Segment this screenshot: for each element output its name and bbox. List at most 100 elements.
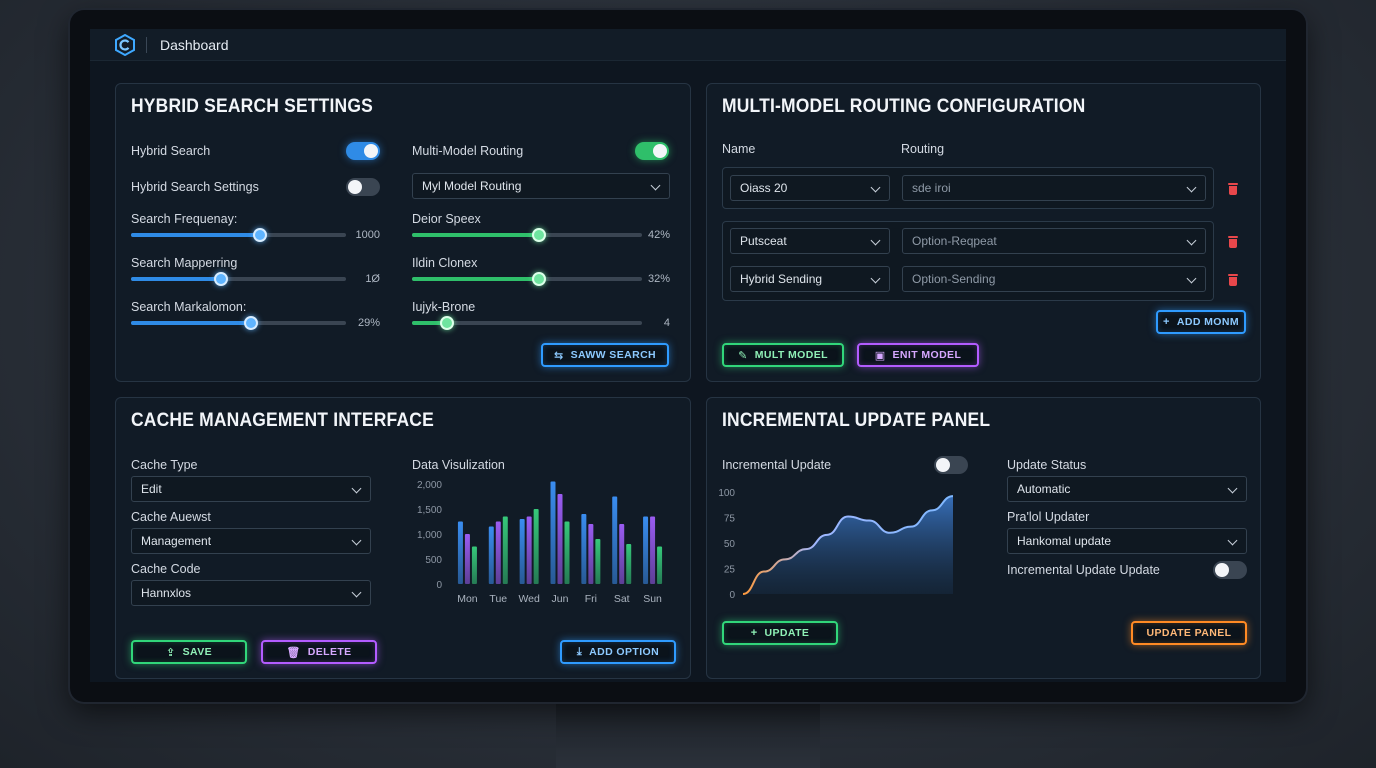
bar [595, 539, 601, 584]
cache-type-select[interactable]: Edit [131, 476, 371, 502]
add-option-button[interactable]: ⤓ ADD OPTION [560, 640, 676, 664]
updater-select[interactable]: Hankomal update [1007, 528, 1247, 554]
slider-thumb[interactable] [244, 316, 259, 330]
multi-model-button[interactable]: ✎ MULT MODEL [722, 343, 844, 367]
slider-thumb[interactable] [439, 316, 454, 330]
x-tick-label: Sat [614, 593, 630, 605]
routing-panel: MULTI-MODEL ROUTING CONFIGURATION Name R… [706, 83, 1261, 382]
update-button[interactable]: + UPDATE [722, 621, 838, 645]
chevron-down-icon [1186, 273, 1197, 284]
route-routing-select[interactable]: Option-Sending [902, 266, 1206, 292]
save-button-label: SAVE [182, 646, 213, 658]
x-tick-label: Tue [489, 593, 507, 605]
add-model-button[interactable]: + ADD MONM [1156, 310, 1246, 334]
save-button[interactable]: ⇪ SAVE [131, 640, 247, 664]
slider-value: 29% [357, 317, 380, 329]
x-tick-label: Fri [585, 593, 597, 605]
chevron-down-icon [1227, 535, 1238, 546]
data-visualization-label: Data Visulization [412, 458, 505, 472]
hybrid-search-title: HYBRID SEARCH SETTINGS [131, 96, 374, 117]
slider-label: Ildin Clonex [412, 256, 478, 270]
chevron-down-icon [1186, 235, 1197, 246]
upload-icon: ⇪ [165, 646, 176, 659]
chevron-down-icon [870, 182, 881, 193]
route-routing-value: Option-Reqpeat [912, 234, 997, 248]
multi-routing-toggle[interactable] [635, 142, 669, 160]
model-routing-select[interactable]: Myl Model Routing [412, 173, 670, 199]
chevron-down-icon [1186, 182, 1197, 193]
update-status-value: Automatic [1017, 482, 1071, 496]
cache-auewst-value: Management [141, 534, 212, 548]
slider-thumb[interactable] [531, 228, 546, 242]
cache-title: CACHE MANAGEMENT INTERFACE [131, 410, 434, 431]
update-panel-button[interactable]: UPDATE PANEL [1131, 621, 1247, 645]
screen: Dashboard HYBRID SEARCH SETTINGS Hybrid … [90, 29, 1286, 682]
bar [550, 481, 556, 584]
iujyk-brone-slider[interactable] [412, 316, 642, 330]
route-routing-value: Option-Sending [912, 272, 996, 286]
slider-thumb[interactable] [531, 272, 546, 286]
update-status-select[interactable]: Automatic [1007, 476, 1247, 502]
hybrid-settings-label: Hybrid Search Settings [131, 180, 259, 194]
delete-button-label: DELETE [307, 646, 352, 658]
cache-type-value: Edit [141, 482, 162, 496]
cache-code-select[interactable]: Hannxlos [131, 580, 371, 606]
add-model-label: ADD MONM [1176, 316, 1239, 328]
updater-value: Hankomal update [1017, 534, 1112, 548]
cache-code-label: Cache Code [131, 562, 201, 576]
search-markalomon-slider[interactable] [131, 316, 346, 330]
incremental-update-toggle[interactable] [934, 456, 968, 474]
y-tick-label: 50 [724, 539, 736, 550]
edit-icon: ✎ [738, 349, 748, 362]
route-name-select[interactable]: Putsceat [730, 228, 890, 254]
route-name-select[interactable]: Oiass 20 [730, 175, 890, 201]
chevron-down-icon [351, 535, 362, 546]
ildin-clonex-slider[interactable] [412, 272, 642, 286]
routing-title: MULTI-MODEL ROUTING CONFIGURATION [722, 96, 1086, 117]
slider-value: 42% [647, 229, 670, 241]
search-mapping-slider[interactable] [131, 272, 346, 286]
y-tick-label: 1,500 [417, 505, 442, 516]
y-tick-label: 25 [724, 565, 736, 576]
deior-speex-slider[interactable] [412, 228, 642, 242]
enit-model-button[interactable]: ▣ ENIT MODEL [857, 343, 979, 367]
route-name-select[interactable]: Hybrid Sending [730, 266, 890, 292]
update-status-label: Update Status [1007, 458, 1087, 472]
route-name-value: Oiass 20 [740, 181, 788, 195]
cache-auewst-select[interactable]: Management [131, 528, 371, 554]
sliders-icon: ⇆ [553, 349, 564, 362]
update-panel-label: UPDATE PANEL [1146, 627, 1232, 639]
slider-value: 32% [647, 273, 670, 285]
x-tick-label: Mon [457, 593, 478, 605]
hybrid-settings-toggle[interactable] [346, 178, 380, 196]
hybrid-search-label: Hybrid Search [131, 144, 211, 158]
search-button[interactable]: ⇆ SAWW SEARCH [541, 343, 669, 367]
slider-label: Search Mapperring [131, 256, 238, 270]
slider-label: Iujyk-Brone [412, 300, 476, 314]
trash-icon[interactable] [1228, 274, 1238, 286]
trash-icon[interactable] [1228, 236, 1238, 248]
route-routing-select[interactable]: Option-Reqpeat [902, 228, 1206, 254]
search-button-label: SAWW SEARCH [570, 349, 657, 361]
hexagon-logo-icon[interactable] [114, 34, 136, 56]
slider-value: 1Ø [365, 273, 380, 285]
chevron-down-icon [351, 587, 362, 598]
bar [533, 509, 539, 584]
data-visualization-bar-chart: 2,000 1,500 1,000 500 0 Mon Tue Wed Jun Fri Sat Sun [417, 480, 663, 605]
incremental-area-chart: 100 75 50 25 0 [718, 488, 954, 601]
slider-thumb[interactable] [214, 272, 229, 286]
hybrid-search-toggle[interactable] [346, 142, 380, 160]
incremental-update-update-toggle[interactable] [1213, 561, 1247, 579]
slider-thumb[interactable] [253, 228, 267, 242]
route-routing-value: sde iroi [912, 181, 951, 195]
trash-icon[interactable] [1228, 183, 1238, 195]
slider-label: Deior Speex [412, 212, 481, 226]
x-tick-label: Wed [518, 593, 540, 605]
trash-icon: 🗑 [286, 646, 301, 659]
route-routing-select[interactable]: sde iroi [902, 175, 1206, 201]
x-tick-label: Jun [552, 593, 569, 605]
toggle-knob [653, 144, 667, 158]
search-frequency-slider[interactable] [131, 228, 346, 242]
y-tick-label: 0 [729, 590, 735, 601]
delete-button[interactable]: 🗑 DELETE [261, 640, 377, 664]
